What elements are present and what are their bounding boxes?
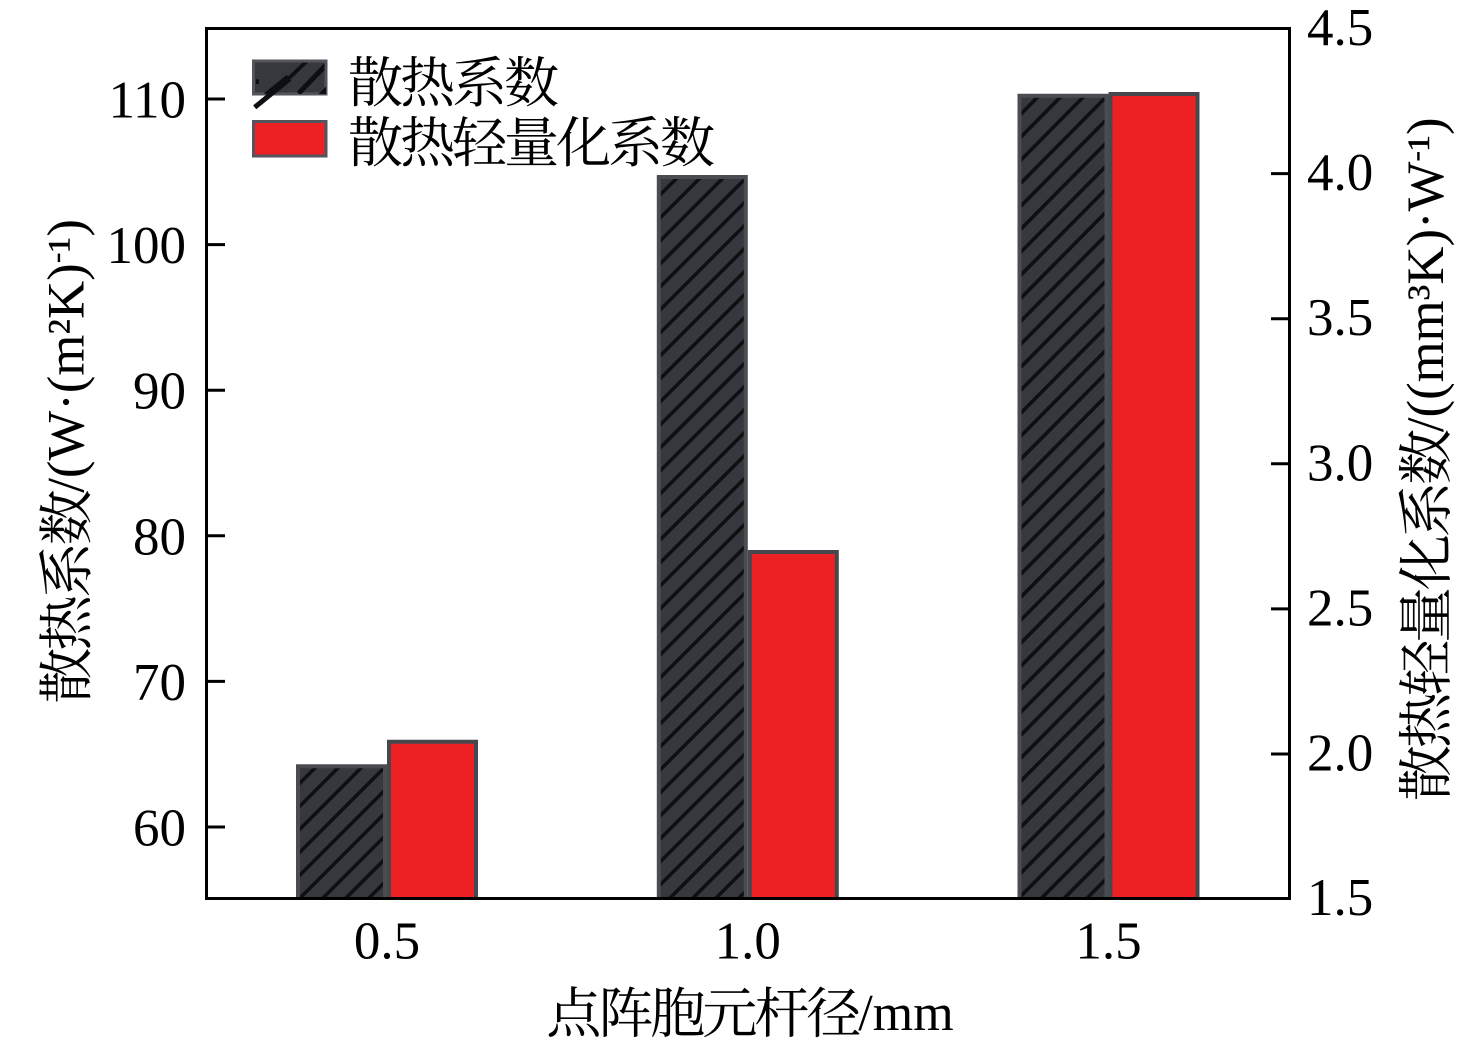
svg-text:3.0: 3.0 bbox=[1307, 434, 1373, 492]
svg-text:4.5: 4.5 bbox=[1307, 0, 1373, 57]
svg-text:0.5: 0.5 bbox=[354, 913, 420, 971]
svg-text:1.5: 1.5 bbox=[1307, 869, 1373, 927]
svg-text:1.0: 1.0 bbox=[715, 913, 781, 971]
svg-text:2.0: 2.0 bbox=[1307, 725, 1373, 783]
svg-text:2.5: 2.5 bbox=[1307, 579, 1373, 637]
svg-text:1.5: 1.5 bbox=[1075, 913, 1141, 971]
svg-text:80: 80 bbox=[133, 508, 186, 566]
svg-text:110: 110 bbox=[108, 72, 186, 130]
svg-text:3.5: 3.5 bbox=[1307, 289, 1373, 347]
svg-text:4.0: 4.0 bbox=[1307, 144, 1373, 202]
svg-text:60: 60 bbox=[133, 800, 186, 858]
svg-text:70: 70 bbox=[133, 654, 186, 712]
svg-text:100: 100 bbox=[107, 217, 187, 275]
svg-text:90: 90 bbox=[133, 363, 186, 421]
